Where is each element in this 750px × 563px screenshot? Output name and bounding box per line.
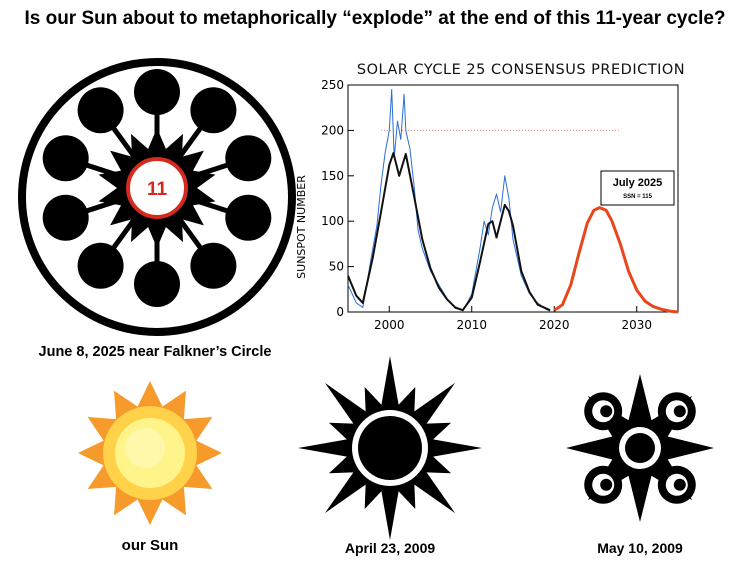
series-prediction [553,206,679,314]
april-2009-sun-glyph [298,356,482,540]
x-tick-label: 2000 [374,318,405,332]
y-tick-label: 50 [329,260,344,274]
glyph-center-number: 11 [147,179,168,200]
glyph-ball [42,194,89,241]
glyph-balls [42,69,272,307]
glyph-ball [77,87,124,134]
y-tick-label: 200 [321,123,344,137]
pinwheel-core [625,433,655,463]
x-tick-label: 2030 [621,318,652,332]
annotation-line1: July 2025 [613,177,663,189]
glyph-ball [134,261,180,307]
pinwheel-spirals [584,392,696,504]
may-2009-sun-glyph [566,374,714,522]
sun-highlight [125,428,165,468]
sun-caption-may: May 10, 2009 [597,540,683,556]
glyph-ball [190,242,237,289]
headline: Is our Sun about to metaphorically “expl… [24,8,726,29]
x-tick-label: 2010 [456,318,487,332]
chart-ylabel: SUNSPOT NUMBER [295,175,308,279]
y-tick-label: 100 [321,214,344,228]
y-tick-label: 150 [321,169,344,183]
y-tick-label: 0 [336,305,344,319]
pinwheel-spiral-dot [600,478,613,491]
glyph-ball [190,87,237,134]
pinwheel-spiral-dot [673,478,686,491]
chart-title: SOLAR CYCLE 25 CONSENSUS PREDICTION [357,62,685,78]
sun-caption-april: April 23, 2009 [344,540,436,556]
prediction-annotation: July 2025 SSN = 115 [600,170,675,206]
glyph-ball [225,194,272,241]
sun-caption-our-sun: our Sun [121,537,179,554]
x-tick-label: 2020 [539,318,570,332]
glyph-center-disc [126,157,188,219]
series-smoothed [347,152,551,312]
glyph-ball [77,242,124,289]
glyph-ball [134,69,180,115]
glyph-ball [225,135,272,182]
solar-cycle-chart: SOLAR CYCLE 25 CONSENSUS PREDICTION SUNS… [295,62,685,332]
pinwheel-spiral-dot [600,405,613,418]
annotation-box [600,170,675,206]
falkner-circle-glyph: 11 [18,58,296,336]
spiky-sun-core [358,416,422,480]
our-sun-illustration [78,381,222,525]
pinwheel-spiral-dot [673,405,686,418]
y-tick-label: 250 [321,78,344,92]
glyph-caption: June 8, 2025 near Falkner’s Circle [38,344,272,360]
annotation-line2: SSN = 115 [623,194,653,200]
glyph-ball [42,135,89,182]
